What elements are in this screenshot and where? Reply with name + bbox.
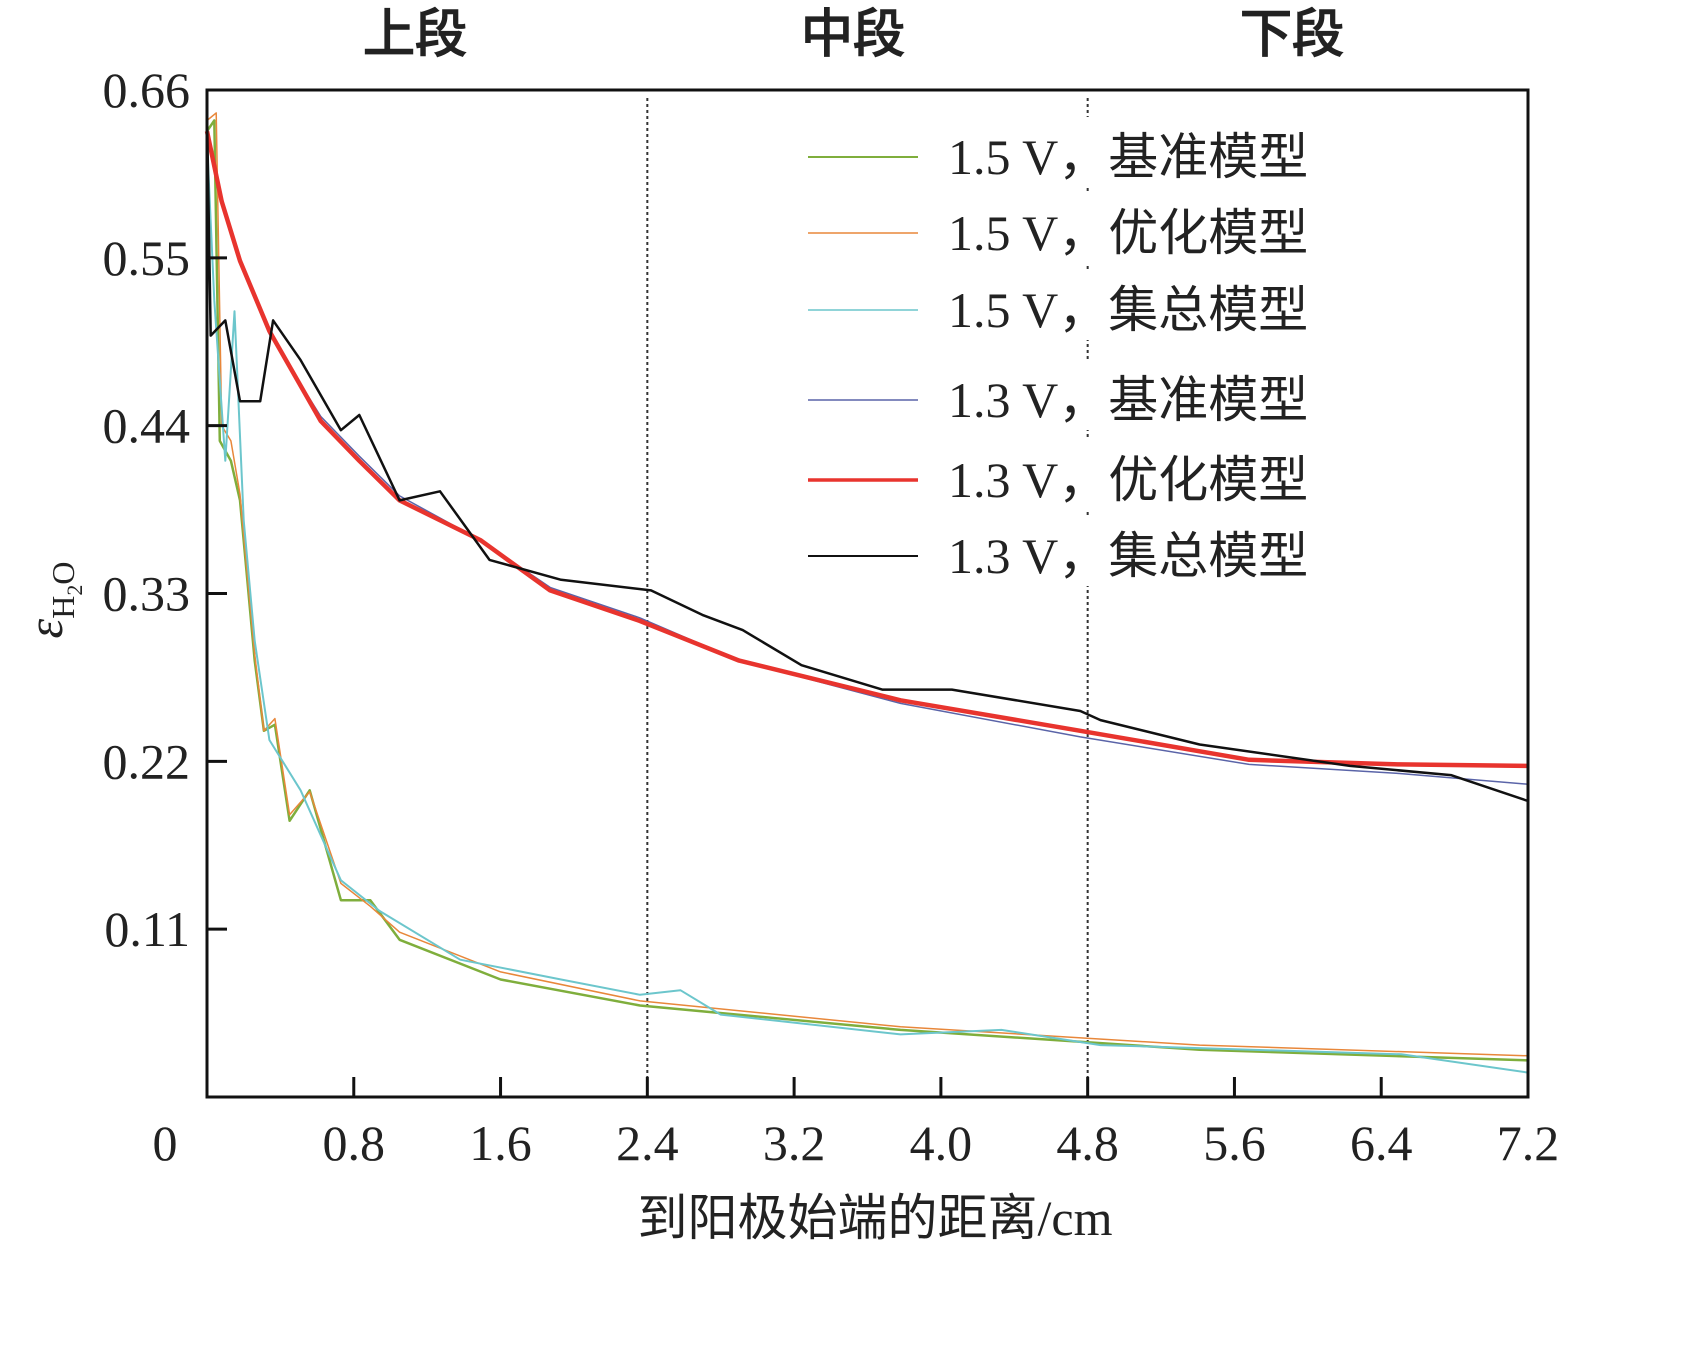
y-tick-label: 0.55 [103, 230, 191, 286]
y-axis-title-sub-o: O [45, 562, 81, 585]
legend-background [940, 117, 1400, 187]
x-axis: 0 0.8 1.6 2.4 3.2 4.0 4.8 5.6 6.4 7.2 [153, 1077, 1560, 1171]
legend-label-3: 1.3 V，基准模型 [948, 372, 1308, 428]
y-axis-title: εH2O [17, 562, 87, 639]
legend: 1.5 V，基准模型 1.5 V，优化模型 1.5 V，集总模型 1.3 V，基准模型… [808, 117, 1400, 586]
y-tick-label: 0.44 [103, 398, 191, 454]
x-tick-label: 0 [153, 1115, 178, 1171]
series-lines [204, 112, 1529, 1074]
legend-background [940, 360, 1400, 430]
series-line-4 [204, 130, 1529, 769]
svg-text:εH2O: εH2O [17, 562, 87, 639]
x-axis-title: 到阳极始端的距离/cm [638, 1190, 1113, 1246]
y-axis: 0.11 0.22 0.33 0.44 0.55 0.66 [103, 62, 227, 957]
legend-label-0: 1.5 V，基准模型 [948, 129, 1308, 185]
x-tick-label: 3.2 [763, 1115, 826, 1171]
y-axis-title-main: ε [17, 618, 73, 638]
legend-background [940, 516, 1400, 586]
legend-label-5: 1.3 V，集总模型 [948, 528, 1308, 584]
x-tick-label: 4.8 [1056, 1115, 1119, 1171]
legend-background [940, 193, 1400, 263]
y-tick-label: 0.33 [103, 566, 191, 622]
y-axis-title-sub-h: H [45, 596, 81, 619]
section-label-middle: 中段 [801, 5, 905, 65]
y-tick-label: 0.66 [103, 62, 191, 118]
series-line-1 [206, 112, 1529, 1057]
x-tick-label: 6.4 [1350, 1115, 1413, 1171]
x-tick-label: 7.2 [1497, 1115, 1560, 1171]
legend-background [940, 440, 1400, 510]
legend-label-2: 1.5 V，集总模型 [948, 282, 1308, 338]
x-tick-label: 1.6 [469, 1115, 532, 1171]
x-tick-label: 0.8 [323, 1115, 386, 1171]
section-dividers [646, 98, 1089, 1097]
y-tick-label: 0.22 [103, 733, 191, 789]
series-line-2 [206, 140, 1529, 1074]
section-labels: 上段 中段 下段 [363, 5, 1344, 65]
series-line-5 [205, 112, 1529, 803]
section-label-upper: 上段 [363, 5, 467, 65]
y-axis-title-sub-2: 2 [62, 585, 87, 596]
x-tick-label: 2.4 [616, 1115, 679, 1171]
legend-background [940, 270, 1400, 340]
section-label-lower: 下段 [1240, 5, 1344, 65]
legend-label-4: 1.3 V，优化模型 [948, 452, 1308, 508]
x-tick-label: 5.6 [1203, 1115, 1266, 1171]
y-tick-label: 0.11 [104, 901, 190, 957]
x-tick-label: 4.0 [910, 1115, 973, 1171]
series-line-0 [205, 119, 1529, 1062]
legend-label-1: 1.5 V，优化模型 [948, 205, 1308, 261]
